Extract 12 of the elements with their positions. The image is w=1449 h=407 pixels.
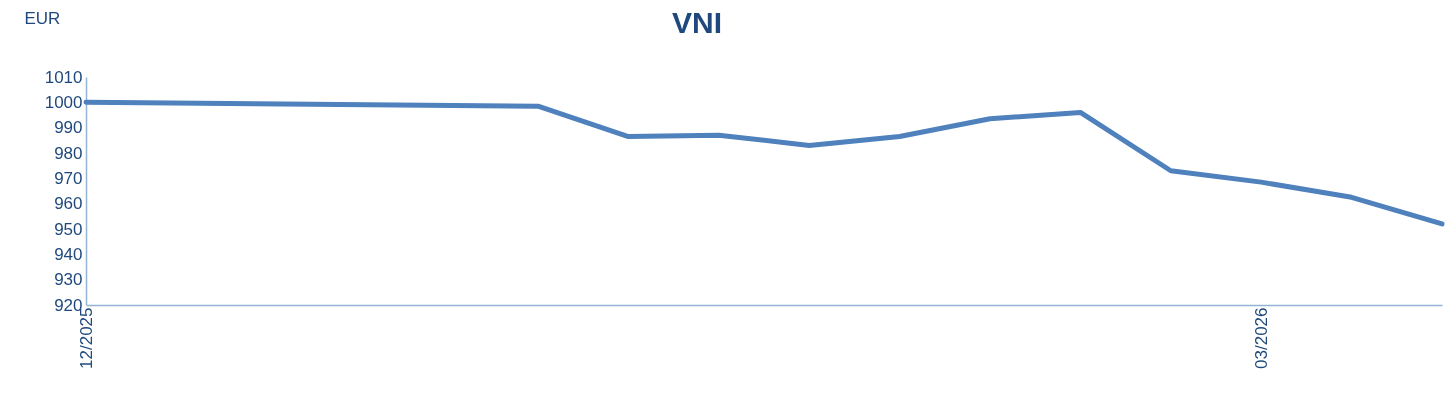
- y-tick-label: 990: [54, 118, 83, 138]
- chart-title: VNI: [671, 6, 723, 39]
- y-tick-label: 1010: [44, 67, 83, 87]
- y-tick-label: 950: [54, 219, 83, 239]
- x-tick-label: 03/2026: [1251, 307, 1271, 369]
- y-tick-label: 1000: [44, 92, 83, 112]
- y-tick-label: 970: [54, 168, 83, 188]
- y-tick-label: 960: [54, 194, 83, 214]
- y-tick-label: 930: [54, 270, 83, 290]
- y-tick-label: 940: [54, 244, 83, 264]
- y-tick-label: 980: [54, 143, 83, 163]
- y-axis-title: EUR: [24, 8, 61, 28]
